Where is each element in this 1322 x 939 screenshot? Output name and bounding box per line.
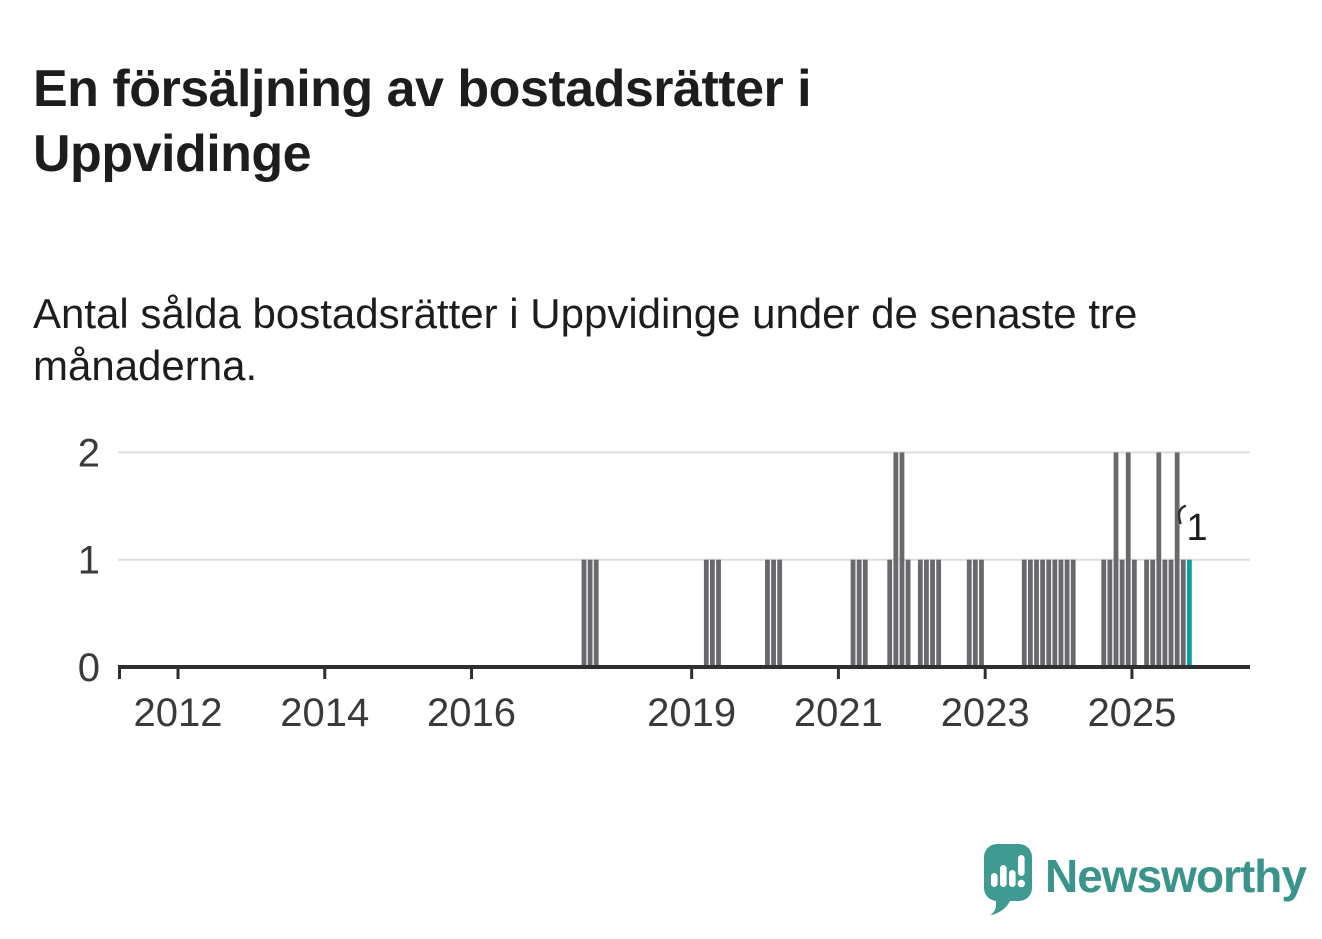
bar-2024-03 <box>1070 559 1076 667</box>
bar-2021-10 <box>893 452 899 667</box>
bar-2020-02 <box>771 559 776 667</box>
x-tick-label-2014: 2014 <box>280 691 369 735</box>
bar-2021-05 <box>862 559 868 667</box>
bar-2023-11 <box>1046 559 1052 667</box>
bar-highlight-2025-10 <box>1186 559 1192 667</box>
bar-2025-07 <box>1168 559 1174 667</box>
bar-2017-08 <box>587 559 593 667</box>
bar-2023-12 <box>1052 559 1058 667</box>
bar-2021-09 <box>887 559 893 667</box>
bar-2022-11 <box>972 559 978 667</box>
x-tick-label-2021: 2021 <box>794 691 883 735</box>
bar-2019-05 <box>716 559 721 667</box>
x-tick-label-2016: 2016 <box>427 691 516 735</box>
bar-2022-04 <box>930 559 935 667</box>
bar-2022-02 <box>917 559 923 667</box>
bar-2021-12 <box>905 559 911 667</box>
bar-2019-04 <box>710 559 715 667</box>
chart-subtitle: Antal sålda bostadsrätter i Uppvidinge u… <box>33 290 1138 390</box>
annotation-leader-line <box>1177 504 1187 525</box>
latest-value-label: 1 <box>1186 507 1207 549</box>
bar-2024-02 <box>1064 559 1070 667</box>
bar-2022-12 <box>979 559 984 667</box>
newsworthy-logo-icon <box>984 844 1032 916</box>
bar-2025-01 <box>1131 559 1137 667</box>
bar-2023-08 <box>1027 559 1033 667</box>
bar-2023-10 <box>1040 559 1046 667</box>
x-tick-label-2025: 2025 <box>1087 691 1176 735</box>
bar-2017-07 <box>581 559 587 667</box>
bar-2022-05 <box>936 559 942 667</box>
bar-2022-03 <box>924 559 929 667</box>
bar-2020-03 <box>777 559 783 667</box>
y-tick-label-0: 0 <box>78 646 100 690</box>
bar-2025-08 <box>1174 452 1180 667</box>
bar-2023-07 <box>1021 559 1027 667</box>
bar-2025-04 <box>1150 559 1156 667</box>
bar-2021-03 <box>850 559 856 667</box>
page-title: En försäljning av bostadsrätter i Uppvid… <box>33 59 812 183</box>
bar-2025-06 <box>1162 559 1168 667</box>
bar-2024-10 <box>1113 452 1119 667</box>
x-tick-label-2019: 2019 <box>647 691 736 735</box>
bar-2024-09 <box>1107 559 1113 667</box>
y-tick-label-2: 2 <box>78 431 100 475</box>
bar-2024-12 <box>1125 452 1131 667</box>
bar-2021-04 <box>856 559 862 667</box>
bar-2025-03 <box>1144 559 1149 667</box>
y-tick-label-1: 1 <box>78 539 100 583</box>
bar-2017-09 <box>593 559 599 667</box>
bar-2019-03 <box>703 559 709 667</box>
newsworthy-logo: Newsworthy <box>983 843 1307 918</box>
bar-2023-09 <box>1034 559 1039 667</box>
bar-2025-05 <box>1156 452 1162 667</box>
x-tick-label-2023: 2023 <box>941 691 1030 735</box>
bar-2021-11 <box>899 452 905 667</box>
bar-2024-08 <box>1101 559 1107 667</box>
bar-2020-01 <box>765 559 770 667</box>
bar-2025-09 <box>1180 559 1186 667</box>
bar-2024-01 <box>1058 559 1064 667</box>
x-tick-label-2012: 2012 <box>134 691 223 735</box>
newsworthy-wordmark: Newsworthy <box>1045 850 1307 902</box>
bar-2022-10 <box>966 559 972 667</box>
bar-2024-11 <box>1119 559 1125 667</box>
